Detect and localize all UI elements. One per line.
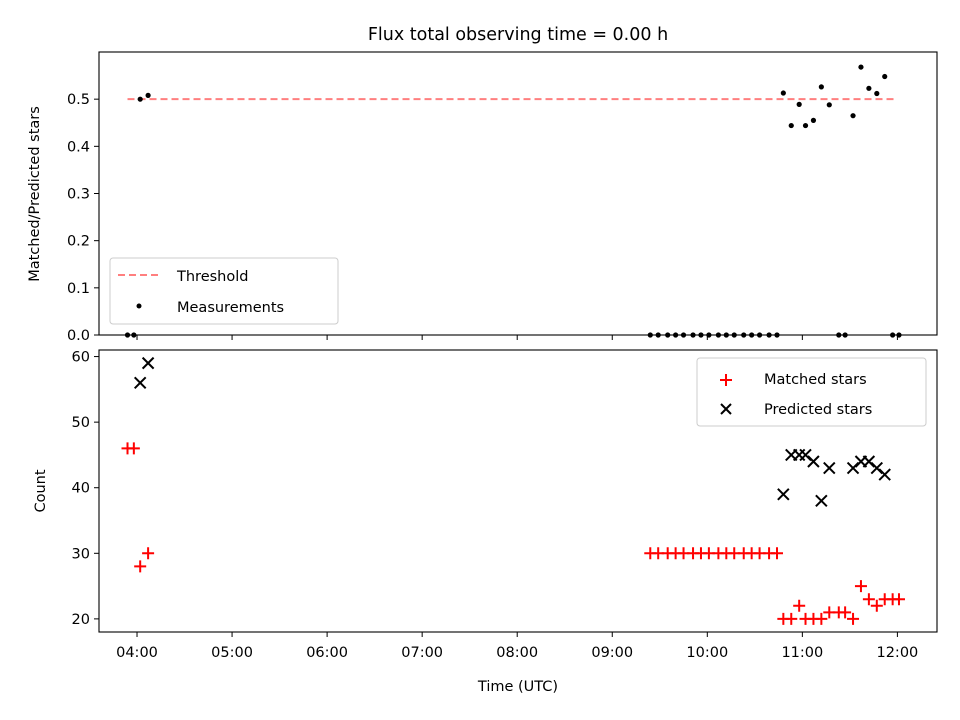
predicted-point (133, 376, 147, 389)
legend-measurements-label: Measurements (177, 300, 284, 316)
bottom-legend-box (696, 357, 927, 427)
x-tick-label: 12:00 (876, 645, 918, 661)
bottom-y-tick-label: 30 (72, 546, 90, 562)
predicted-point (141, 356, 155, 370)
top-plot-area: 0.0 0.1 0.2 0.3 0.4 0.5 (67, 64, 902, 344)
matched-point (847, 612, 860, 625)
bottom-panel: Count Time (UTC) 20 30 40 50 60 04:00 05:00 06:… (33, 349, 938, 695)
bottom-plot-frame (98, 349, 938, 633)
measurement-point (882, 73, 888, 80)
measurement-point (788, 122, 794, 129)
legend-predicted-swatch (720, 403, 732, 415)
matched-point (793, 599, 806, 612)
predicted-point (807, 455, 820, 468)
top-chart-title: Flux total observing time = 0.00 h (368, 25, 668, 45)
x-axis-label: Time (UTC) (477, 679, 558, 695)
x-tick-label: 08:00 (496, 645, 538, 661)
bottom-y-tick-label: 40 (72, 481, 90, 497)
matched-point (771, 547, 784, 560)
matched-point (870, 599, 883, 612)
x-tick-label: 05:00 (211, 645, 253, 661)
top-y-tick-label: 0.5 (67, 92, 90, 108)
bottom-y-tick-label: 20 (72, 612, 90, 628)
bottom-y-axis-label: Count (33, 469, 49, 512)
legend-predicted-label: Predicted stars (764, 402, 872, 418)
x-tick-label: 07:00 (401, 645, 443, 661)
top-y-tick-label: 0.2 (67, 234, 90, 250)
bottom-y-tick-label: 60 (72, 350, 90, 366)
x-tick-label: 09:00 (591, 645, 633, 661)
matched-point (142, 547, 155, 560)
top-y-tick-label: 0.4 (67, 139, 90, 155)
top-legend-box (109, 257, 339, 325)
x-tick-label: 06:00 (306, 645, 348, 661)
matched-point (839, 606, 852, 619)
measurement-point (802, 122, 809, 129)
measurement-point (826, 102, 832, 108)
predicted-point (777, 488, 790, 501)
bottom-plot-area: 20 30 40 50 60 04:00 05:00 06:00 07:00 08:00 09:00… (72, 350, 919, 661)
matched-point (127, 442, 140, 455)
predicted-point (878, 468, 891, 481)
matched-point (854, 580, 867, 593)
measurement-point (780, 90, 786, 96)
measurement-point (850, 113, 856, 119)
measurement-point (796, 101, 802, 107)
matched-point (785, 612, 798, 625)
bottom-y-tick-label: 50 (72, 415, 90, 431)
matched-point (862, 593, 875, 606)
top-panel: Flux total observing time = 0.00 h Match… (27, 25, 938, 344)
measurement-point (145, 92, 151, 98)
top-legend: Threshold Measurements (109, 257, 339, 325)
top-y-axis-label: Matched/Predicted stars (27, 106, 43, 282)
measurement-point (810, 117, 817, 123)
predicted-point (815, 494, 828, 508)
bottom-legend: Matched stars Predicted stars (696, 357, 927, 427)
matched-point (134, 560, 147, 573)
top-plot-frame (98, 51, 938, 336)
top-y-tick-label: 0.1 (67, 281, 90, 297)
x-tick-label: 11:00 (781, 645, 823, 661)
measurement-point (866, 85, 872, 91)
matched-point (815, 612, 828, 625)
measurement-point (874, 90, 880, 97)
x-tick-label: 04:00 (116, 645, 158, 661)
legend-matched-label: Matched stars (764, 372, 867, 388)
predicted-point (823, 461, 836, 475)
x-tick-label: 10:00 (686, 645, 728, 661)
legend-matched-swatch (720, 374, 732, 386)
top-y-tick-label: 0.0 (67, 328, 90, 344)
top-y-tick-label: 0.3 (67, 187, 90, 203)
measurement-point (818, 84, 824, 90)
measurement-point (137, 96, 143, 102)
measurement-point (858, 64, 864, 70)
matched-point (892, 593, 905, 606)
legend-threshold-label: Threshold (176, 269, 248, 285)
legend-measurements-swatch (136, 303, 142, 309)
